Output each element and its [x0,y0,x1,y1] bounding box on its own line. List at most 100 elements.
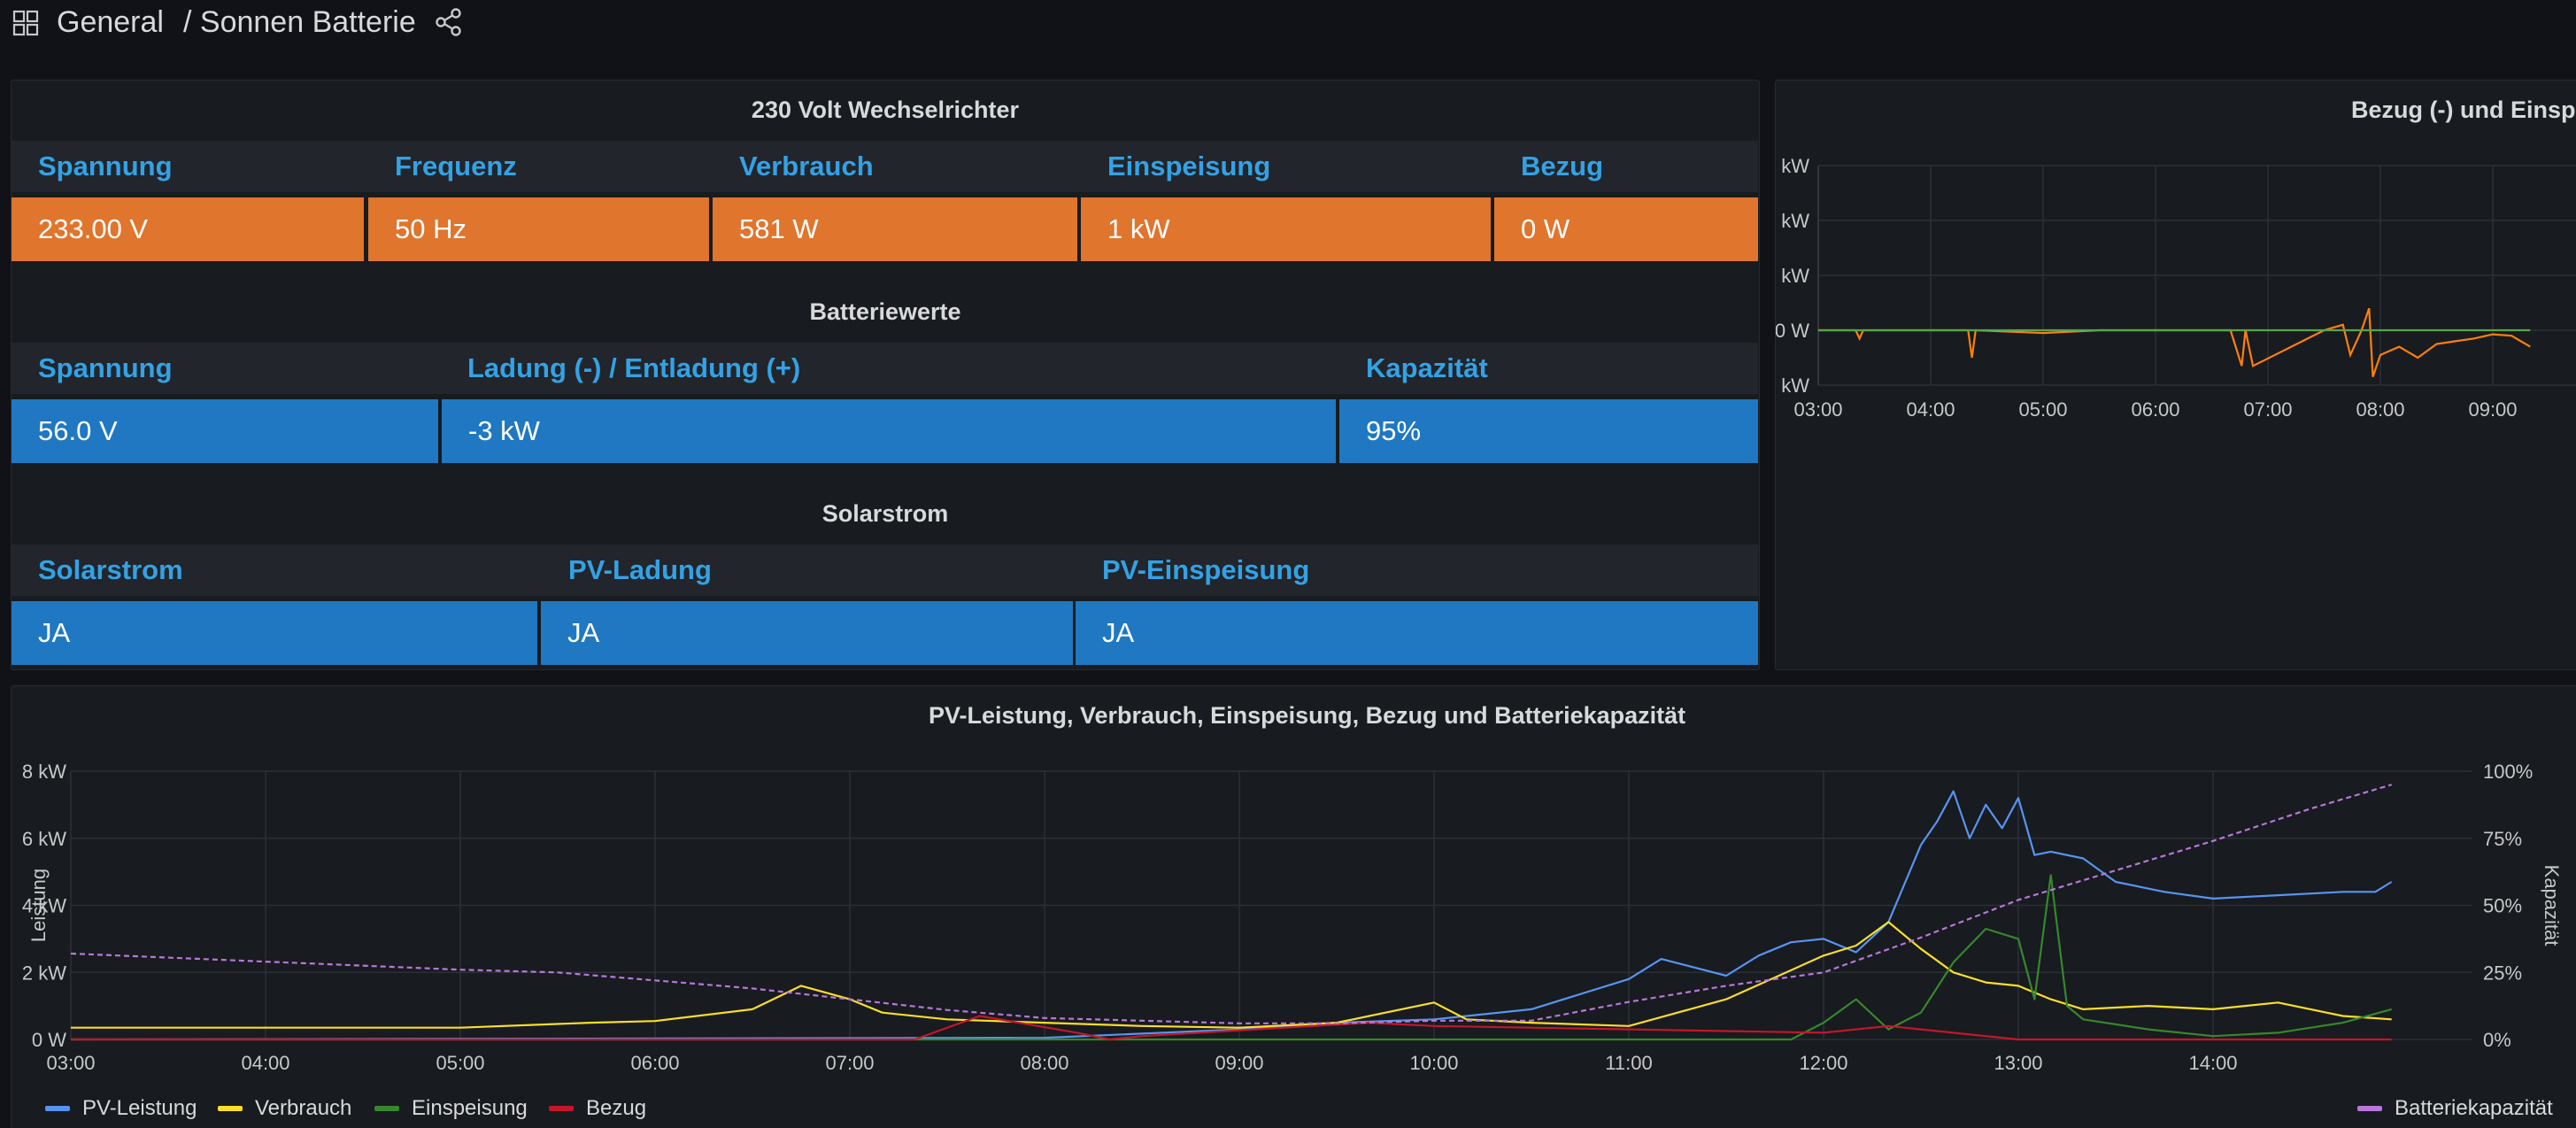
y-tick-label: -2 kW [1776,375,1809,397]
legend-swatch [2357,1106,2382,1111]
legend-swatch [549,1106,574,1111]
legend-label: PV-Leistung [82,1096,197,1120]
battery-kapazitaet-cell: 95% [1339,399,1758,463]
legend-label: Bezug [586,1096,647,1120]
x-tick-label: 12:00 [1799,1052,1847,1074]
legend-item-batteriekapazitaet[interactable]: Batteriekapazität [2357,1096,2553,1121]
series-line-einspeisung [71,874,2392,1041]
x-tick-label: 04:00 [1906,398,1955,421]
x-tick-label: 13:00 [1994,1052,2042,1074]
y-tick-label: 6 kW [1776,155,1809,177]
x-tick-label: 14:00 [2188,1052,2237,1074]
x-tick-label: 09:00 [1215,1052,1263,1074]
x-tick-label: 08:00 [1020,1052,1068,1074]
solar-table-row: JA JA JA [12,601,1758,665]
y-tick-label-right: 75% [2483,828,2522,850]
overview-chart: 8 kW 6 kW 4 kW 2 kW 0 W 100% 75% 50% 25% 0% 03:00 0… [22,761,2563,1074]
battery-section-title: Batteriewerte [809,298,961,325]
grid-exchange-title: Bezug (-) und Einspe [2351,97,2576,123]
legend-item-bezug[interactable]: Bezug [549,1096,646,1121]
inverter-section-title: 230 Volt Wechselrichter [751,97,1020,123]
inverter-einspeisung-cell: 1 kW [1081,197,1491,261]
solar-pv-ladung-cell: JA [541,601,1073,665]
column-header-einspeisung[interactable]: Einspeisung [1107,151,1271,182]
column-header-kapazitaet[interactable]: Kapazität [1366,352,1488,383]
dashboard-title[interactable]: / Sonnen Batterie [183,5,416,39]
solar-pv-einspeisung-cell: JA [1076,601,1758,665]
x-tick-label: 07:00 [2243,398,2292,421]
solar-table-header: Solarstrom PV-Ladung PV-Einspeisung [12,545,1758,596]
x-tick-label: 03:00 [46,1052,95,1074]
legend-item-einspeisung[interactable]: Einspeisung [374,1096,528,1121]
series-line-batteriekapazit-t [70,784,2393,1024]
x-tick-label: 04:00 [241,1052,289,1074]
battery-table-row: 56.0 V -3 kW 95% [12,399,1758,463]
y-tick-label-right: 25% [2483,962,2522,984]
stats-panel: 230 Volt Wechselrichter Spannung Frequen… [11,80,1760,670]
x-tick-label: 06:00 [630,1052,679,1074]
x-tick-label: 03:00 [1793,398,1842,421]
battery-ladung-cell: -3 kW [442,399,1336,463]
y-tick-label-right: 100% [2483,761,2533,783]
x-tick-label: 08:00 [2356,398,2404,421]
apps-grid-icon[interactable] [12,10,39,36]
y-tick-label-right: 50% [2483,895,2522,917]
legend-label: Verbrauch [255,1096,352,1120]
column-header-spannung[interactable]: Spannung [38,151,173,182]
series-line-bezug [71,1015,2392,1041]
y-tick-label: 2 kW [1776,265,1809,287]
column-header-battery-spannung[interactable]: Spannung [38,352,173,383]
inverter-bezug-cell: 0 W [1494,197,1758,261]
grid-series-line-0 [1818,307,2531,378]
dashboard-header: General / Sonnen Batterie [0,0,2576,46]
battery-table-header: Spannung Ladung (-) / Entladung (+) Kapa… [12,343,1758,394]
breadcrumb-folder[interactable]: General [57,5,164,39]
overview-panel: PV-Leistung, Verbrauch, Einspeisung, Bez… [11,685,2576,1128]
x-tick-label: 07:00 [825,1052,874,1074]
overview-title: PV-Leistung, Verbrauch, Einspeisung, Bez… [929,702,1686,729]
legend-swatch [218,1106,243,1111]
x-tick-label: 10:00 [1409,1052,1458,1074]
y-axis-label-right: Kapazität [2541,865,2563,946]
solar-solarstrom-cell: JA [12,601,537,665]
y-tick-label-left: 4 kW [22,895,66,917]
y-tick-label-left: 6 kW [22,828,66,850]
series-line-verbrauch [71,921,2392,1029]
inverter-spannung-cell: 233.00 V [12,197,364,261]
column-header-pv-einspeisung[interactable]: PV-Einspeisung [1102,554,1310,585]
x-tick-label: 11:00 [1605,1052,1652,1074]
inverter-frequenz-cell: 50 Hz [368,197,709,261]
legend-label: Einspeisung [412,1096,528,1120]
y-tick-label: 4 kW [1776,210,1809,232]
legend-item-pv-leistung[interactable]: PV-Leistung [45,1096,197,1121]
column-header-pv-ladung[interactable]: PV-Ladung [568,554,712,585]
y-tick-label-left: 0 W [32,1029,66,1051]
x-tick-label: 09:00 [2468,398,2517,421]
y-tick-label-right: 0% [2483,1029,2511,1051]
y-tick-label-left: 2 kW [22,962,66,984]
solar-section-title: Solarstrom [821,500,949,527]
x-tick-label: 05:00 [436,1052,484,1074]
series-line-pv-leistung [70,790,2393,1041]
inverter-verbrauch-cell: 581 W [713,197,1077,261]
y-tick-label-left: 8 kW [22,761,66,783]
column-header-ladung[interactable]: Ladung (-) / Entladung (+) [467,352,801,383]
grid-exchange-panel: Bezug (-) und Einspe 6 kW 4 kW 2 kW 0 W -2 k… [1775,80,2576,670]
legend-swatch [45,1106,70,1111]
column-header-verbrauch[interactable]: Verbrauch [739,151,874,182]
share-icon[interactable] [434,7,464,37]
column-header-bezug[interactable]: Bezug [1521,151,1603,182]
inverter-table-row: 233.00 V 50 Hz 581 W 1 kW 0 W [12,197,1758,261]
y-axis-label-left: Leistung [27,869,50,942]
column-header-solarstrom[interactable]: Solarstrom [38,554,183,585]
y-tick-label: 0 W [1776,320,1809,342]
inverter-table-header: Spannung Frequenz Verbrauch Einspeisung … [12,141,1758,192]
legend-item-verbrauch[interactable]: Verbrauch [218,1096,351,1121]
x-tick-label: 06:00 [2131,398,2179,421]
legend-label: Batteriekapazität [2395,1096,2553,1120]
column-header-frequenz[interactable]: Frequenz [395,151,517,182]
battery-spannung-cell: 56.0 V [12,399,438,463]
legend-swatch [374,1106,399,1111]
x-tick-label: 05:00 [2018,398,2067,421]
